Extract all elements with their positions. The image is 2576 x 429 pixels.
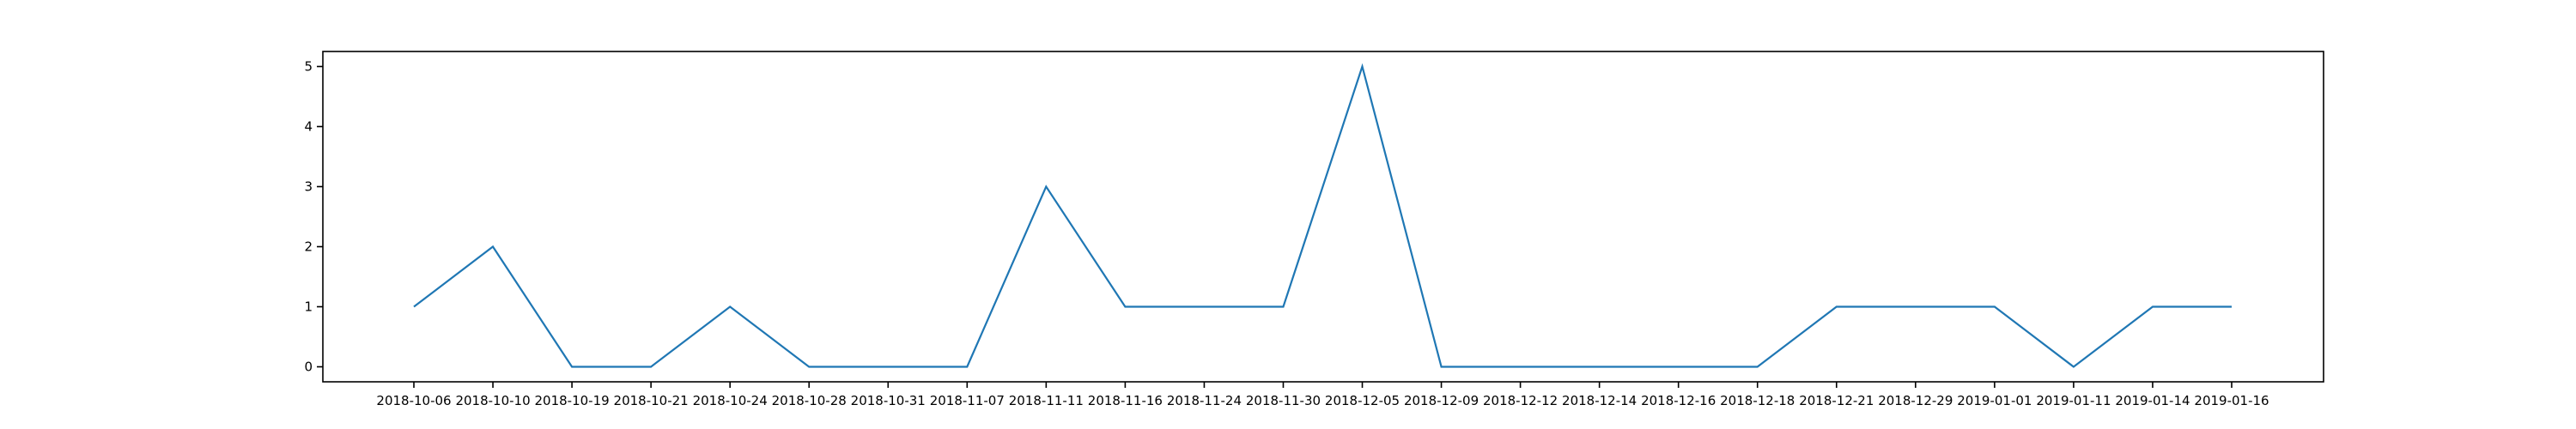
x-axis: 2018-10-06 2018-10-10 2018-10-19 2018-10-21… [376,382,2269,408]
x-tick-label: 2019-01-14 [2115,393,2190,408]
x-tick-label: 2018-12-14 [1562,393,1637,408]
x-tick-label: 2018-11-16 [1088,393,1163,408]
x-tick-label: 2018-12-21 [1799,393,1874,408]
x-tick-label: 2018-12-29 [1878,393,1953,408]
x-tick-label: 2018-10-19 [534,393,609,408]
plot-area [322,51,2324,383]
x-tick-label: 2018-10-10 [455,393,530,408]
x-tick-label: 2019-01-01 [1957,393,2032,408]
y-tick-label: 1 [304,299,313,315]
x-tick-label: 2018-12-18 [1720,393,1795,408]
y-tick-label: 2 [304,239,313,255]
x-tick-label: 2018-12-05 [1325,393,1400,408]
x-tick-label: 2018-10-21 [614,393,689,408]
y-axis: 0 1 2 3 4 5 [304,59,323,375]
x-tick-label: 2018-11-07 [930,393,1005,408]
x-tick-label: 2018-10-28 [772,393,847,408]
y-tick-label: 0 [304,360,313,375]
y-tick-label: 4 [304,119,313,135]
x-tick-label: 2018-11-30 [1246,393,1321,408]
x-tick-label: 2018-12-12 [1483,393,1558,408]
y-tick-label: 5 [304,59,313,75]
x-tick-label: 2018-11-24 [1167,393,1242,408]
x-tick-label: 2018-12-16 [1641,393,1716,408]
y-tick-label: 3 [304,179,313,195]
series-layer [413,63,2233,368]
series-line [413,63,2232,368]
x-tick-label: 2018-10-24 [693,393,768,408]
x-tick-label: 2018-10-31 [851,393,926,408]
x-tick-label: 2019-01-11 [2036,393,2111,408]
x-tick-label: 2019-01-16 [2194,393,2269,408]
x-tick-label: 2018-10-06 [376,393,451,408]
x-tick-label: 2018-11-11 [1009,393,1084,408]
x-tick-label: 2018-12-09 [1404,393,1479,408]
